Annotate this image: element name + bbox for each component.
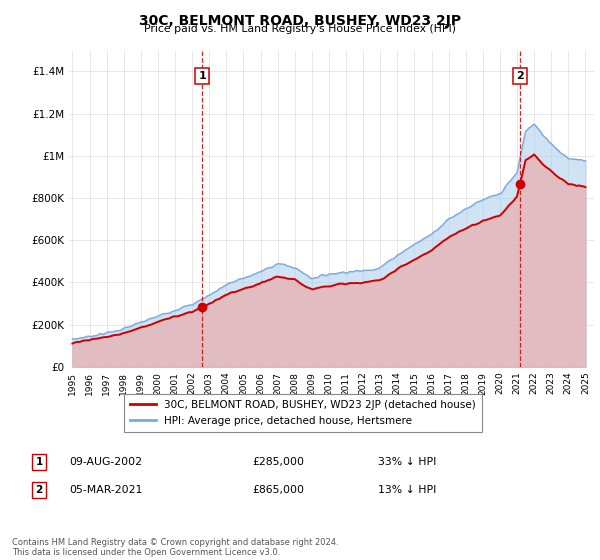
- Text: 2: 2: [35, 485, 43, 495]
- Text: 09-AUG-2002: 09-AUG-2002: [69, 457, 142, 467]
- Text: 1: 1: [199, 71, 206, 81]
- Text: 30C, BELMONT ROAD, BUSHEY, WD23 2JP: 30C, BELMONT ROAD, BUSHEY, WD23 2JP: [139, 14, 461, 28]
- Text: 13% ↓ HPI: 13% ↓ HPI: [378, 485, 436, 495]
- Text: Contains HM Land Registry data © Crown copyright and database right 2024.
This d: Contains HM Land Registry data © Crown c…: [12, 538, 338, 557]
- Text: 1: 1: [35, 457, 43, 467]
- Text: Price paid vs. HM Land Registry's House Price Index (HPI): Price paid vs. HM Land Registry's House …: [144, 24, 456, 34]
- Text: £865,000: £865,000: [252, 485, 304, 495]
- Text: 2: 2: [516, 71, 524, 81]
- Text: 33% ↓ HPI: 33% ↓ HPI: [378, 457, 436, 467]
- Legend: 30C, BELMONT ROAD, BUSHEY, WD23 2JP (detached house), HPI: Average price, detach: 30C, BELMONT ROAD, BUSHEY, WD23 2JP (det…: [124, 394, 482, 432]
- Text: 05-MAR-2021: 05-MAR-2021: [69, 485, 142, 495]
- Text: £285,000: £285,000: [252, 457, 304, 467]
